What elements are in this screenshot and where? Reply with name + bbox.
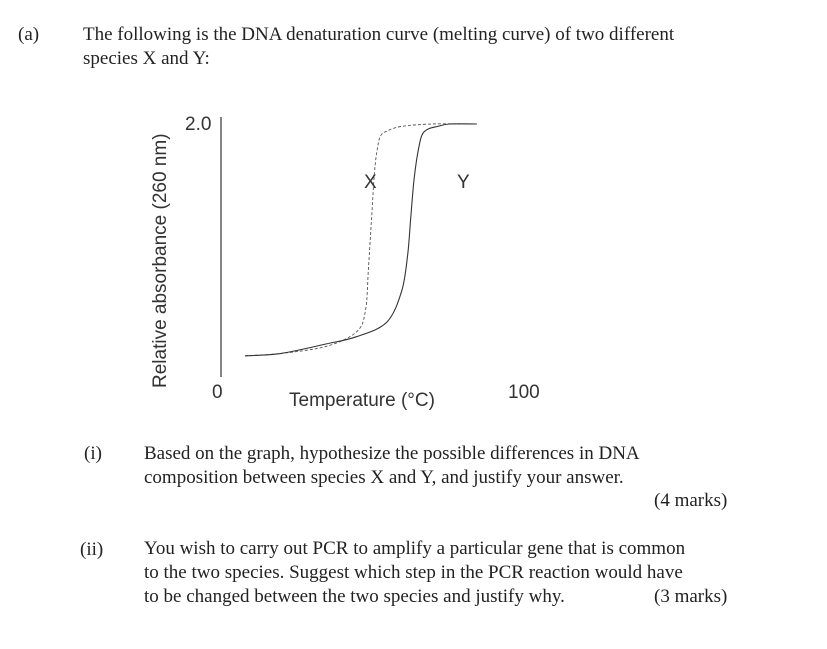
intro-line-1: The following is the DNA denaturation cu… [83, 24, 675, 45]
part-label: (a) [18, 24, 40, 45]
series-y-label: Y [457, 172, 470, 193]
y-tick-label-2-0: 2.0 [185, 114, 211, 135]
question-i-line-2: composition between species X and Y, and… [144, 467, 624, 488]
question-ii-number: (ii) [80, 539, 104, 560]
question-ii-line-2: to the two species. Suggest which step i… [144, 562, 683, 583]
question-i-line-1: Based on the graph, hypothesize the poss… [144, 443, 640, 464]
series-y-line [245, 123, 477, 357]
question-ii-line-1: You wish to carry out PCR to amplify a p… [144, 538, 686, 559]
series-x-label: X [364, 172, 377, 193]
x-tick-label-100: 100 [508, 382, 540, 403]
y-axis-label: Relative absorbance (260 nm) [150, 133, 171, 388]
question-ii-marks: (3 marks) [654, 586, 728, 607]
intro-line-2: species X and Y: [83, 48, 210, 69]
question-i-marks: (4 marks) [654, 490, 728, 511]
question-ii-line-3: to be changed between the two species an… [144, 586, 565, 607]
x-tick-label-0: 0 [212, 382, 223, 403]
series-x-line [245, 123, 477, 357]
x-axis-label: Temperature (°C) [289, 390, 435, 411]
question-i-number: (i) [84, 443, 102, 464]
